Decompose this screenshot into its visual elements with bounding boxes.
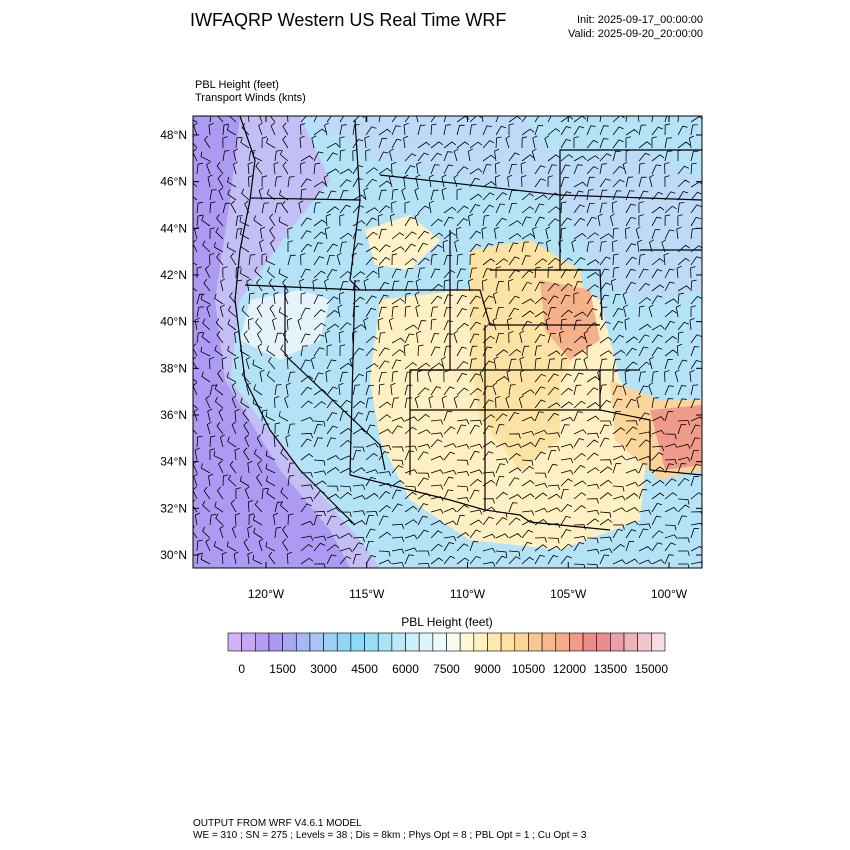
colorbar-label: 7500	[433, 662, 460, 676]
map	[193, 116, 702, 568]
colorbar-swatch	[541, 632, 557, 652]
colorbar-swatch	[268, 632, 283, 652]
colorbar-swatch	[473, 632, 488, 652]
lat-label: 34°N	[160, 455, 187, 469]
lat-label: 36°N	[160, 408, 187, 422]
map-frame	[192, 115, 703, 569]
colorbar-swatch	[446, 632, 461, 652]
colorbar-swatch	[487, 632, 502, 652]
colorbar-swatch	[255, 632, 270, 652]
footer-line: WE = 310 ; SN = 275 ; Levels = 38 ; Dis …	[193, 830, 587, 841]
colorbar-label: 1500	[269, 662, 296, 676]
colorbar-swatch	[432, 632, 447, 652]
footer-line: OUTPUT FROM WRF V4.6.1 MODEL	[193, 818, 362, 829]
lat-label: 32°N	[160, 501, 187, 515]
colorbar-swatch	[528, 632, 543, 652]
lat-label: 42°N	[160, 268, 187, 282]
colorbar-swatch	[555, 632, 570, 652]
init-time: Init: 2025-09-17_00:00:00	[577, 14, 703, 26]
colorbar-label: 13500	[594, 662, 628, 676]
colorbar-swatch	[241, 632, 256, 652]
lat-label: 48°N	[160, 128, 187, 142]
field-label: PBL Height (feet)	[195, 79, 279, 91]
lon-label: 105°W	[550, 587, 587, 601]
lon-label: 115°W	[349, 587, 385, 601]
colorbar-swatch	[282, 632, 297, 652]
lon-label: 120°W	[248, 587, 285, 601]
valid-time: Valid: 2025-09-20_20:00:00	[568, 28, 703, 40]
colorbar-swatch	[350, 632, 365, 652]
colorbar-swatch	[418, 632, 434, 652]
colorbar-swatch	[514, 632, 529, 652]
colorbar-swatch	[500, 632, 516, 652]
colorbar-swatch	[391, 632, 406, 652]
lon-label: 100°W	[651, 587, 688, 601]
colorbar-swatch	[405, 632, 420, 652]
colorbar-swatch	[596, 632, 611, 652]
colorbar-swatch	[637, 632, 652, 652]
colorbar-swatch	[309, 632, 324, 652]
colorbar-swatch	[651, 632, 666, 652]
colorbar-label: 15000	[635, 662, 669, 676]
lat-label: 38°N	[160, 361, 187, 375]
lat-label: 46°N	[160, 175, 187, 189]
field-label: Transport Winds (knts)	[195, 92, 306, 104]
colorbar-swatch	[323, 632, 338, 652]
colorbar-swatch	[364, 632, 379, 652]
colorbar-swatch	[582, 632, 598, 652]
colorbar-swatch	[459, 632, 475, 652]
colorbar-title: PBL Height (feet)	[401, 615, 493, 629]
colorbar-swatch	[623, 632, 638, 652]
colorbar-label: 3000	[310, 662, 337, 676]
colorbar-label: 9000	[474, 662, 501, 676]
lat-label: 40°N	[160, 315, 187, 329]
colorbar-swatch	[377, 632, 393, 652]
colorbar-swatch	[336, 632, 352, 652]
colorbar-label: 4500	[351, 662, 378, 676]
colorbar-swatch	[569, 632, 584, 652]
lat-label: 30°N	[160, 548, 187, 562]
colorbar-label: 6000	[392, 662, 419, 676]
colorbar-label: 0	[238, 662, 245, 676]
lat-label: 44°N	[160, 221, 187, 235]
title: IWFAQRP Western US Real Time WRF	[190, 10, 506, 30]
colorbar-swatch	[295, 632, 311, 652]
colorbar-label: 10500	[512, 662, 546, 676]
colorbar-label: 12000	[553, 662, 587, 676]
colorbar-swatch	[610, 632, 625, 652]
colorbar-swatch	[227, 632, 242, 652]
lon-label: 110°W	[450, 587, 486, 601]
